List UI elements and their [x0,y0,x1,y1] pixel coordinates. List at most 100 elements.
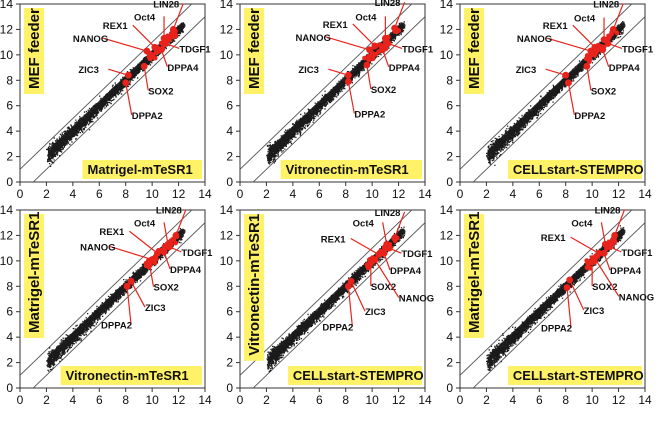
gene-label: TDGF1 [401,249,433,260]
gene-label: NANOG [296,33,331,44]
y-axis-label: MEF feeder [26,8,43,89]
gene-label: ZIC3 [78,65,99,76]
gene-pointer [126,286,132,325]
highlight-point [362,55,367,61]
y-axis-label: MEF feeder [246,8,263,89]
gene-pointer [382,49,390,67]
y-axis-label-group: Vitronectin-mTeSR1 [244,214,264,361]
y-axis-label: Vitronectin-mTeSR1 [246,214,263,356]
y-tick-label: 14 [220,203,234,217]
y-tick-label: 4 [6,124,13,138]
gene-pointer [612,3,624,30]
gene-point [563,284,571,291]
gene-point [172,232,180,239]
y-tick-label: 2 [6,356,13,370]
scatter-panel: LIN28Oct4REX1NANOGTDGF1DPPA4ZIC3SOX2DPPA… [0,0,212,201]
x-tick-label: 14 [638,187,652,201]
gene-pointer [586,66,592,91]
highlight-point [587,53,593,59]
gene-pointer [566,287,572,328]
y-tick-label: 12 [440,22,454,36]
x-tick-label: 4 [70,393,77,407]
gene-label: LIN28 [156,205,182,216]
y-tick-label: 0 [6,175,13,189]
x-tick-label: 2 [263,187,270,201]
gene-pointer [109,246,153,261]
y-tick-label: 8 [6,279,13,293]
gene-pointer [172,3,184,30]
y-axis-label: MEF feeder [466,8,483,89]
guide-line [460,210,633,376]
gene-label: TDGF1 [181,248,213,259]
gene-pointer [129,230,158,254]
gene-pointer [602,49,610,67]
highlight-point [606,33,612,39]
y-tick-label: 12 [440,228,454,242]
y-tick-label: 0 [6,381,13,395]
y-tick-label: 0 [446,381,453,395]
x-tick-label: 8 [122,187,129,201]
x-axis-label: CELLstart-STEMPRO [293,368,424,383]
y-tick-label: 10 [440,48,454,62]
x-tick-label: 12 [612,393,626,407]
y-tick-label: 10 [220,48,234,62]
gene-point [384,40,392,47]
gene-label: TDGF1 [179,44,211,55]
gene-pointer [347,286,353,327]
gene-pointer [570,236,600,254]
gene-pointer [603,253,611,271]
gene-label: DPPA4 [610,266,642,277]
y-axis-label-box [244,214,264,361]
guide-line [20,4,193,170]
x-axis-label: CELLstart-STEMPRO [513,368,644,383]
gene-label: REX1 [543,21,569,32]
gene-label: REX1 [99,227,125,238]
gene-label: ZIC3 [145,303,166,314]
x-tick-label: 0 [17,187,24,201]
gene-pointer [165,42,180,49]
gene-label: LIN28 [375,0,401,9]
x-axis-label-box [287,366,422,385]
gene-label: REX1 [323,20,349,31]
y-axis-label-group: Matrigel-mTeSR1 [464,212,484,338]
y-tick-label: 10 [0,254,13,268]
gene-pointer [594,257,620,297]
y-tick-label: 0 [446,175,453,189]
x-tick-label: 8 [562,393,569,407]
x-tick-label: 8 [562,187,569,201]
gene-pointer [609,246,622,253]
gene-label: Oct4 [134,218,156,229]
y-tick-label: 14 [220,0,234,11]
gene-label: NANOG [73,34,108,45]
gene-pointer [366,64,372,90]
gene-pointer [325,36,370,51]
x-axis-label: Vitronectin-mTeSR1 [66,368,189,383]
x-tick-label: 12 [392,393,406,407]
point-cloud-core [50,22,186,152]
gene-pointer [160,49,168,67]
y-tick-label: 12 [0,228,13,242]
gene-pointer [169,246,182,253]
y-tick-label: 10 [0,48,13,62]
gene-pointer [383,253,391,271]
y-axis-label-box [464,8,484,94]
y-tick-label: 6 [6,99,13,113]
gene-pointer [607,42,623,49]
gene-point [591,254,599,262]
x-tick-label: 8 [122,393,129,407]
y-tick-label: 0 [226,175,233,189]
y-tick-label: 6 [226,99,233,113]
x-tick-label: 14 [418,187,432,201]
x-tick-label: 14 [638,393,652,407]
gene-point [599,46,607,54]
y-tick-label: 2 [6,150,13,164]
x-tick-label: 14 [198,187,212,201]
y-tick-label: 4 [226,330,233,344]
gene-label: DPPA4 [609,63,641,74]
guide-line [240,4,413,170]
gene-pointer [600,222,606,245]
y-tick-label: 6 [226,305,233,319]
